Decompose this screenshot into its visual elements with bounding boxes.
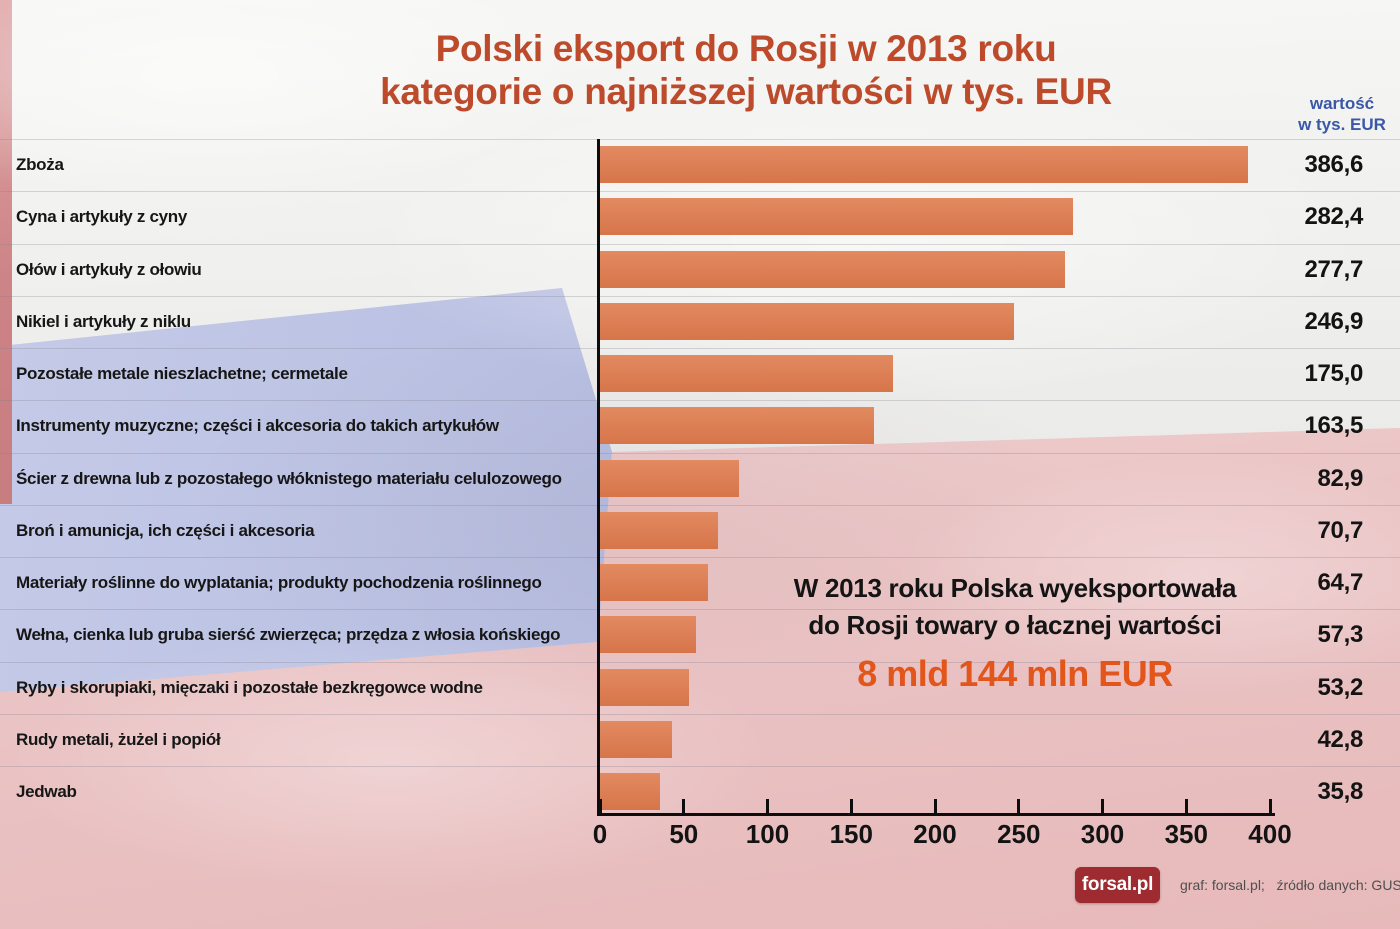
separator-line — [0, 452, 1400, 454]
category-label: Ryby i skorupiaki, mięczaki i pozostałe … — [16, 677, 483, 697]
axis-tick — [933, 799, 937, 813]
axis-tick-label: 200 — [913, 819, 957, 849]
value-label: 277,7 — [1304, 255, 1363, 283]
axis-tick-label: 0 — [592, 819, 608, 849]
category-label: Rudy metali, żużel i popiół — [16, 729, 221, 749]
bar — [600, 564, 709, 601]
value-label: 386,6 — [1304, 151, 1363, 178]
y-axis-line — [597, 139, 600, 816]
axis-tick-label: 250 — [997, 819, 1041, 849]
category-label: Pozostałe metale nieszlachetne; cermetal… — [16, 364, 348, 383]
x-axis-line — [597, 813, 1275, 816]
separator-line — [0, 191, 1400, 193]
forsal-logo-text: forsal.pl — [1081, 874, 1154, 895]
axis-tick-label: 350 — [1164, 819, 1208, 849]
value-label: 64,7 — [1317, 569, 1363, 596]
separator-line — [0, 243, 1400, 245]
value-label: 35,8 — [1317, 778, 1363, 805]
forsal-logo: forsal.pl — [1075, 867, 1160, 903]
bar — [600, 146, 1248, 183]
bar — [600, 616, 696, 654]
value-label: 42,8 — [1317, 725, 1363, 753]
bar — [600, 302, 1014, 340]
chart-title: Polski eksport do Rosji w 2013 roku kate… — [92, 28, 1400, 114]
category-label: Zboża — [16, 155, 64, 174]
total-export-annotation: W 2013 roku Polska wyeksportowała do Ros… — [745, 570, 1285, 695]
separator-line — [0, 348, 1400, 349]
value-column-header-line1: wartość — [1309, 94, 1375, 113]
axis-tick — [766, 799, 769, 813]
separator-line — [0, 766, 1400, 767]
separator-line — [0, 661, 1400, 663]
bar — [600, 668, 690, 706]
bar — [600, 250, 1066, 288]
axis-tick-label: 100 — [745, 819, 790, 849]
category-label: Ołów i artykuły z ołowiu — [16, 259, 202, 279]
axis-tick-label: 150 — [829, 819, 873, 849]
value-label: 282,4 — [1304, 203, 1363, 231]
value-label: 246,9 — [1304, 307, 1363, 335]
separator-line — [0, 139, 1400, 140]
bar — [600, 198, 1073, 236]
value-label: 57,3 — [1317, 621, 1363, 649]
value-label: 82,9 — [1317, 464, 1363, 492]
category-label: Wełna, cienka lub gruba sierść zwierzęca… — [16, 625, 561, 645]
category-label: Cyna i artykuły z cyny — [16, 207, 188, 227]
category-label: Nikiel i artykuły z niklu — [16, 311, 191, 331]
bar — [600, 459, 739, 497]
separator-line — [0, 295, 1400, 297]
annotation-line1: W 2013 roku Polska wyeksportowała — [793, 573, 1237, 603]
annotation-total-value: 8 mld 144 mln EUR — [857, 652, 1173, 694]
value-label: 163,5 — [1304, 412, 1363, 440]
value-label: 175,0 — [1304, 360, 1363, 387]
bar — [600, 773, 660, 810]
axis-tick — [682, 799, 686, 813]
separator-line — [0, 713, 1400, 715]
value-label: 70,7 — [1317, 516, 1363, 544]
category-label: Jedwab — [16, 782, 77, 801]
category-label: Instrumenty muzyczne; części i akcesoria… — [16, 416, 499, 436]
axis-tick — [849, 799, 853, 813]
value-label: 53,2 — [1317, 673, 1363, 701]
bar — [600, 355, 894, 392]
bar — [600, 407, 874, 445]
axis-tick — [1017, 799, 1021, 813]
bar — [600, 511, 719, 549]
category-label: Materiały roślinne do wyplatania; produk… — [16, 573, 542, 592]
bar — [600, 720, 672, 758]
separator-line — [0, 504, 1400, 506]
axis-tick-label: 300 — [1080, 819, 1125, 849]
chart-title-line2: kategorie o najniższej wartości w tys. E… — [380, 70, 1112, 112]
axis-tick — [1184, 799, 1188, 813]
axis-tick-label: 50 — [669, 819, 699, 849]
separator-line — [0, 557, 1400, 558]
axis-tick — [1101, 799, 1104, 813]
axis-tick — [598, 799, 602, 813]
category-label: Ścier z drewna lub z pozostałego włóknis… — [16, 468, 562, 488]
axis-tick-label: 400 — [1248, 819, 1292, 849]
category-label: Broń i amunicja, ich części i akcesoria — [16, 520, 315, 540]
separator-line — [0, 609, 1400, 611]
value-column-header: wartość w tys. EUR — [1277, 93, 1400, 136]
annotation-line2: do Rosji towary o łacznej wartości — [808, 609, 1222, 640]
separator-line — [0, 400, 1400, 402]
axis-tick — [1268, 799, 1272, 813]
value-column-header-line2: w tys. EUR — [1298, 115, 1386, 135]
credit-text: graf: forsal.pl; źródło danych: GUS — [1180, 877, 1400, 893]
chart-title-line1: Polski eksport do Rosji w 2013 roku — [435, 28, 1057, 69]
